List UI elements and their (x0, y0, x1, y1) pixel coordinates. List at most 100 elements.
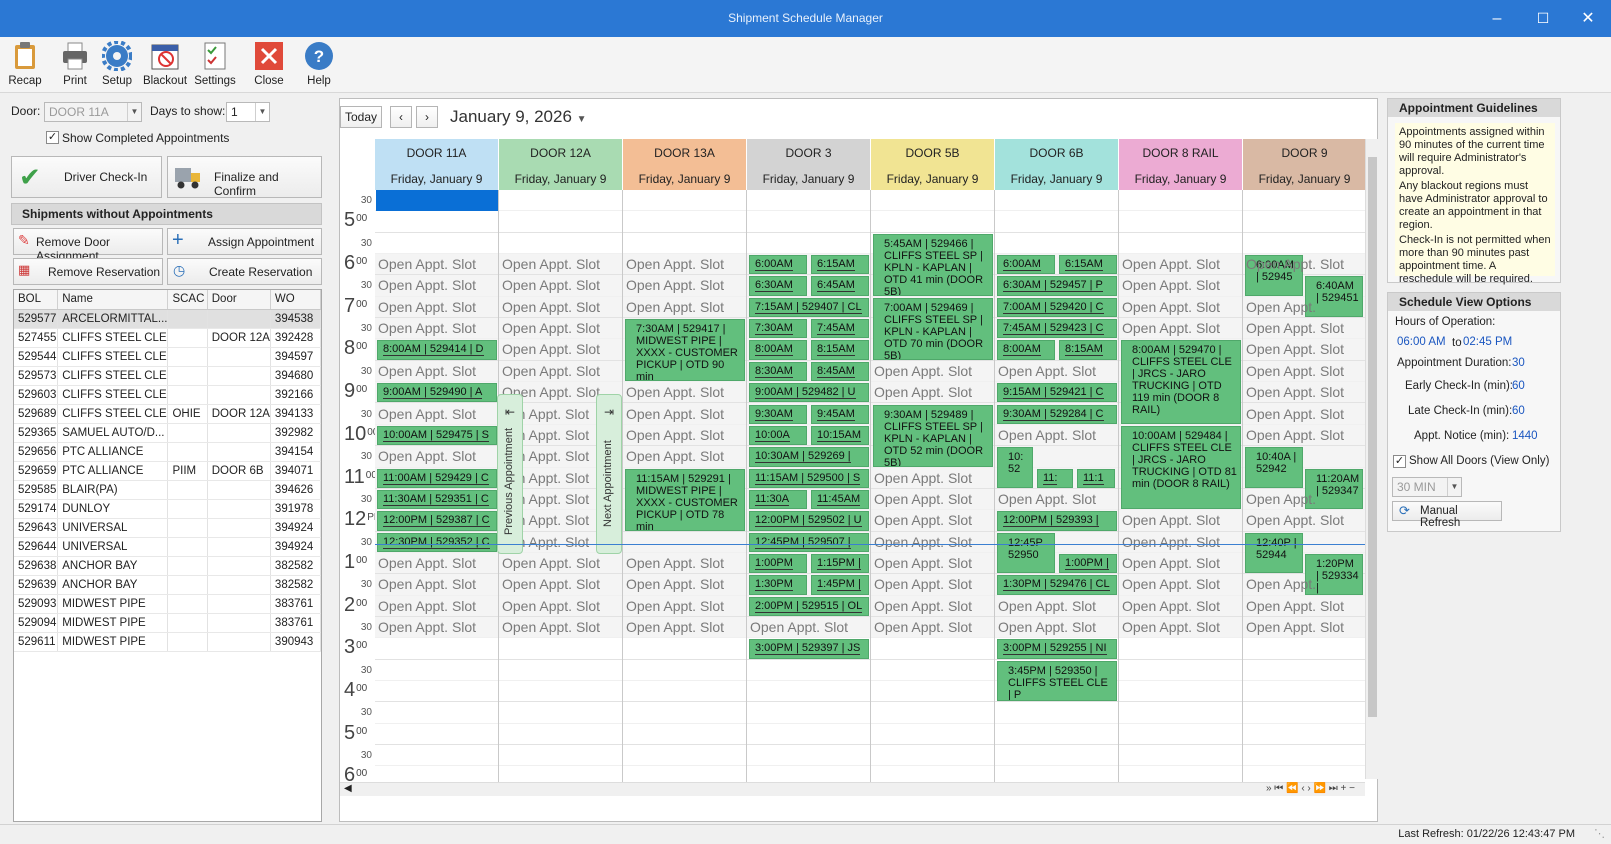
time-slot[interactable] (871, 617, 994, 639)
manual-refresh-button[interactable]: ⟳ Manual Refresh (1392, 501, 1502, 529)
appointment-block[interactable]: 1:30PM | 529476 | CL (997, 575, 1117, 595)
time-slot[interactable] (623, 425, 746, 447)
time-slot[interactable] (871, 275, 994, 297)
appointment-block[interactable]: 12:40P | 52944 (1245, 532, 1303, 574)
end-time-value[interactable]: 02:45 PM (1463, 336, 1513, 348)
appointment-block[interactable]: 6:30AM | 529457 | P (997, 276, 1117, 296)
appointment-block[interactable]: 8:15AM (811, 340, 869, 360)
open-slot-label[interactable]: Open Appt. Slot (874, 512, 973, 529)
time-slot[interactable] (1243, 446, 1365, 468)
column-header[interactable]: SCAC (167, 290, 208, 310)
appointment-block[interactable]: 10:00AM | 529475 | S (377, 425, 497, 446)
time-slot[interactable] (871, 190, 994, 212)
open-slot-label[interactable]: Open Appt. Slot (378, 405, 477, 422)
open-slot-label[interactable]: Open Appt. Slot (378, 256, 477, 273)
time-slot[interactable] (1243, 297, 1365, 319)
setup-button[interactable]: Setup (92, 41, 142, 87)
remove-door-assignment-button[interactable]: ✎ Remove Door Assignment (13, 228, 163, 263)
time-slot[interactable] (871, 724, 994, 746)
minimize-button[interactable]: – (1492, 10, 1502, 27)
time-slot[interactable] (1243, 382, 1365, 404)
table-row[interactable]: 529174 DUNLOY 391978 (14, 499, 321, 519)
open-slot-label[interactable]: Open Appt. Slot (378, 298, 477, 315)
time-slot[interactable] (1243, 681, 1365, 703)
time-slot[interactable] (871, 339, 994, 361)
door-select[interactable]: DOOR 11A ▼ (44, 102, 142, 122)
time-slot[interactable] (499, 489, 622, 511)
time-slot[interactable] (995, 510, 1118, 532)
appointment-block[interactable]: 12:30PM | 529352 | C (377, 532, 497, 552)
time-slot[interactable] (995, 468, 1118, 489)
selected-slot[interactable] (376, 190, 498, 212)
time-slot[interactable] (1243, 468, 1365, 489)
time-slot[interactable] (995, 745, 1118, 767)
time-slot[interactable] (499, 766, 622, 783)
time-slot[interactable] (1243, 574, 1365, 596)
appointment-block[interactable]: 11:30A (749, 489, 807, 510)
previous-appointment-button[interactable]: ⇤ Previous Appointment (497, 393, 523, 554)
table-row[interactable]: 529603 CLIFFS STEEL CLE 392166 (14, 385, 321, 405)
table-row[interactable]: 529365 SAMUEL AUTO/D... 392982 (14, 423, 321, 443)
open-slot-label[interactable]: Open Appt. Slot (1246, 619, 1345, 635)
open-slot-label[interactable]: Open Appt. Slot (874, 384, 973, 401)
time-slot[interactable] (375, 766, 498, 783)
time-slot[interactable] (995, 681, 1118, 703)
appointment-block[interactable]: 5:45AM | 529466 | CLIFFS STEEL SP | KPLN… (873, 233, 993, 296)
time-slot[interactable] (871, 596, 994, 617)
table-row[interactable]: 529656 PTC ALLIANCE 394154 (14, 442, 321, 462)
settings-button[interactable]: Settings (190, 41, 240, 87)
horizontal-scrollbar[interactable]: ◀ » ⏮ ⏪ ‹ › ⏩ ⏭ + − (340, 782, 1365, 796)
time-slot[interactable] (1243, 211, 1365, 233)
time-slot[interactable] (995, 382, 1118, 404)
time-slot[interactable] (375, 724, 498, 746)
time-slot[interactable] (375, 574, 498, 596)
time-slot[interactable] (747, 532, 870, 553)
time-slot[interactable] (623, 510, 746, 532)
time-slot[interactable] (1243, 638, 1365, 660)
scrollbar-thumb[interactable] (1368, 157, 1377, 717)
time-slot[interactable] (1119, 702, 1242, 724)
time-slot[interactable] (499, 361, 622, 383)
time-slot[interactable] (747, 766, 870, 783)
time-slot[interactable] (623, 190, 746, 212)
open-slot-label[interactable]: Open Appt. Slot (1246, 320, 1345, 337)
time-slot[interactable] (747, 233, 870, 255)
time-slot[interactable] (375, 638, 498, 660)
open-slot-label[interactable]: pen Appt. Slot (502, 469, 590, 486)
table-row[interactable]: 529093 MIDWEST PIPE 383761 (14, 594, 321, 614)
close-button[interactable]: Close (244, 41, 294, 87)
time-slot[interactable] (499, 382, 622, 404)
time-slot[interactable] (623, 766, 746, 783)
appointment-block[interactable]: 11:00AM | 529429 | C (377, 468, 497, 488)
time-slot[interactable] (1119, 574, 1242, 596)
time-slot[interactable] (1119, 297, 1242, 319)
time-slot[interactable] (375, 297, 498, 319)
time-slot[interactable] (499, 617, 622, 639)
time-slot[interactable] (995, 724, 1118, 746)
open-slot-label[interactable]: Open Appt. Slot (378, 619, 477, 635)
time-slot[interactable] (1119, 254, 1242, 276)
time-slot[interactable] (1243, 190, 1365, 212)
appointment-block[interactable]: 6:45AM (811, 276, 869, 296)
time-slot[interactable] (1119, 190, 1242, 212)
time-slot[interactable] (1119, 617, 1242, 639)
open-slot-label[interactable]: Open Appt. Slot (502, 597, 601, 614)
time-slot[interactable] (995, 361, 1118, 383)
appointment-block[interactable]: 8:30AM (749, 361, 807, 382)
time-slot[interactable] (995, 297, 1118, 319)
time-slot[interactable] (623, 211, 746, 233)
open-slot-label[interactable]: Open Appt. Slot (378, 597, 477, 614)
table-row[interactable]: 529689 CLIFFS STEEL CLE OHIE DOOR 12A 394133 (14, 404, 321, 424)
window-close-button[interactable]: ✕ (1581, 10, 1595, 27)
open-slot-label[interactable]: Open Appt. Slot (874, 490, 973, 507)
time-slot[interactable] (375, 361, 498, 383)
time-slot[interactable] (375, 553, 498, 575)
time-slot[interactable] (1119, 318, 1242, 340)
time-slot[interactable] (623, 702, 746, 724)
time-slot[interactable] (499, 318, 622, 340)
time-slot[interactable] (499, 745, 622, 767)
open-slot-label[interactable]: Open Appt. Slot (626, 298, 725, 315)
time-slot[interactable] (995, 532, 1118, 553)
open-slot-label[interactable]: Open Appt. Slot (378, 277, 477, 294)
vertical-scrollbar[interactable] (1365, 139, 1378, 779)
